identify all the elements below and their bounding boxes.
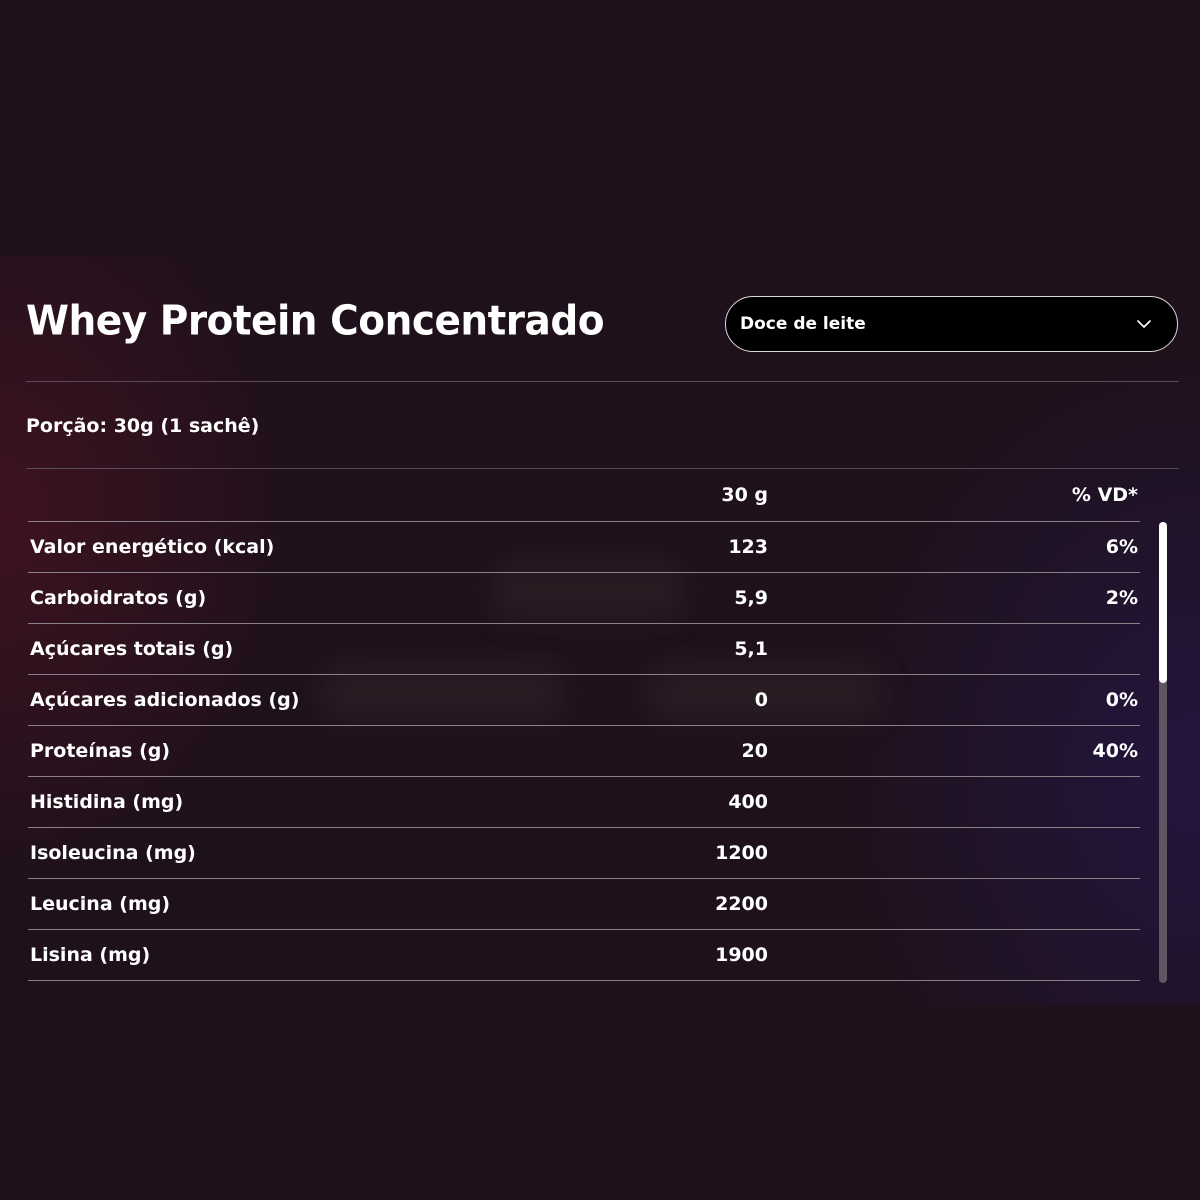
portion-divider [26, 468, 1179, 469]
table-row: Leucina (mg) 2200 [28, 879, 1140, 930]
nutrient-daily-value: 2% [1105, 587, 1138, 609]
table-row: Valor energético (kcal) 123 6% [28, 522, 1140, 573]
nutrient-name: Leucina (mg) [30, 893, 171, 915]
portion-label: Porção: 30g (1 sachê) [26, 415, 260, 437]
decorative-blur [645, 662, 885, 724]
table-row: Isoleucina (mg) 1200 [28, 828, 1140, 879]
nutrient-name: Isoleucina (mg) [30, 842, 196, 864]
product-title: Whey Protein Concentrado [26, 297, 605, 346]
chevron-down-icon [1137, 320, 1151, 328]
table-row: Açúcares totais (g) 5,1 [28, 624, 1140, 675]
nutrient-amount: 20 [741, 740, 768, 762]
nutrition-table-header: 30 g % VD* [28, 470, 1140, 522]
decorative-blur [318, 662, 568, 724]
nutrient-daily-value: 40% [1092, 740, 1138, 762]
table-row: Proteínas (g) 20 40% [28, 726, 1140, 777]
nutrient-amount: 1900 [715, 944, 768, 966]
header-divider [26, 381, 1179, 382]
table-row: Açúcares adicionados (g) 0 0% [28, 675, 1140, 726]
nutrition-panel [0, 256, 1200, 1004]
nutrient-name: Proteínas (g) [30, 740, 171, 762]
nutrient-amount: 5,9 [734, 587, 768, 609]
decorative-blur [488, 560, 688, 622]
nutrient-name: Lisina (mg) [30, 944, 151, 966]
table-row: Carboidratos (g) 5,9 2% [28, 573, 1140, 624]
nutrient-amount: 400 [728, 791, 768, 813]
scrollbar-thumb[interactable] [1159, 522, 1167, 683]
table-row: Lisina (mg) 1900 [28, 930, 1140, 981]
nutrient-name: Açúcares adicionados (g) [30, 689, 300, 711]
nutrient-name: Valor energético (kcal) [30, 536, 275, 558]
nutrient-amount: 1200 [715, 842, 768, 864]
table-row: Histidina (mg) 400 [28, 777, 1140, 828]
nutrient-amount: 0 [754, 689, 768, 711]
nutrient-daily-value: 0% [1105, 689, 1138, 711]
nutrient-amount: 2200 [715, 893, 768, 915]
nutrient-name: Carboidratos (g) [30, 587, 207, 609]
nutrient-amount: 123 [728, 536, 768, 558]
nutrient-name: Histidina (mg) [30, 791, 184, 813]
header-daily-value: % VD* [1071, 484, 1138, 506]
header-amount: 30 g [721, 484, 768, 506]
flavor-select-value: Doce de leite [740, 314, 866, 334]
nutrient-name: Açúcares totais (g) [30, 638, 234, 660]
nutrient-amount: 5,1 [734, 638, 768, 660]
flavor-select[interactable]: Doce de leite [725, 296, 1178, 352]
table-scrollbar[interactable] [1159, 522, 1167, 983]
nutrition-table-body[interactable]: Valor energético (kcal) 123 6% Carboidra… [28, 522, 1140, 981]
nutrient-daily-value: 6% [1105, 536, 1138, 558]
